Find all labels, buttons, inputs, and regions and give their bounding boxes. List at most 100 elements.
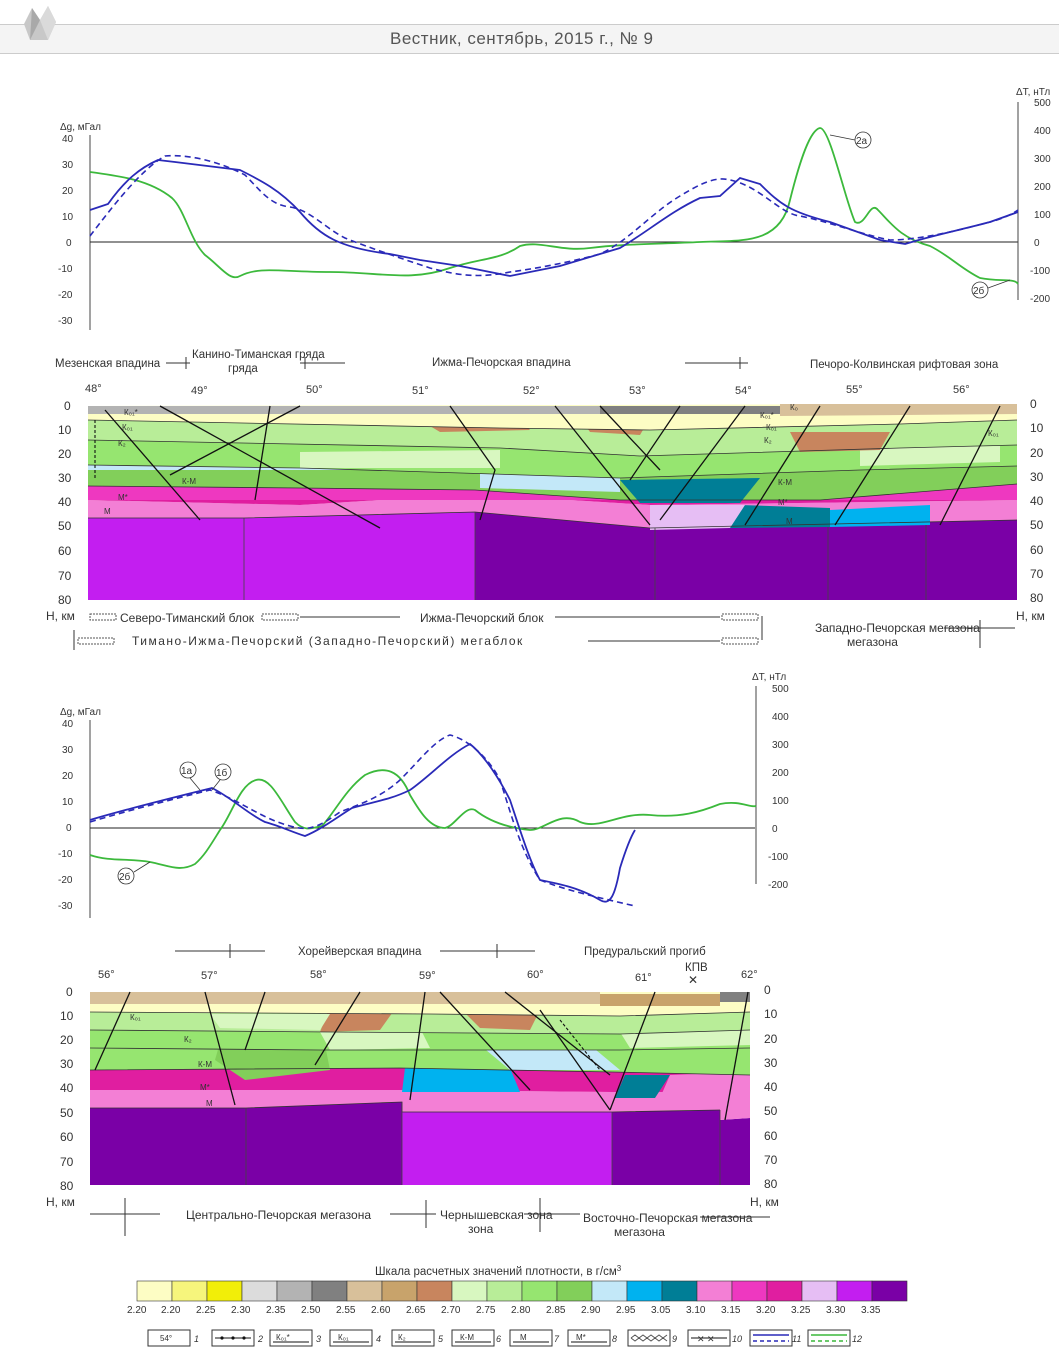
tick-label: 20: [62, 186, 74, 197]
depth-label: 30: [60, 1057, 74, 1071]
top-boundary: [87, 464, 1018, 479]
layer-label: К-М: [778, 478, 792, 487]
top-layer-k01: [88, 420, 1017, 456]
legend-swatch: [136, 1280, 173, 1302]
legend-value: 2.75: [476, 1305, 496, 1316]
longitude: 56°: [953, 384, 970, 396]
top-geologic-section: К₀₁* К₀₁ К₂ К-М М* М К₀ К₀₁* К₀₁ К₂ К-М …: [46, 397, 1045, 623]
tick-label: 300: [772, 740, 789, 751]
longitude: 60°: [527, 969, 544, 981]
bottom-magnetic-curve-1a-solid: [89, 742, 636, 903]
depth-label: 60: [58, 544, 72, 558]
legend-swatch: [276, 1280, 313, 1302]
region-label: Предуральский прогиб: [584, 946, 706, 958]
symbol-sample: К₂: [398, 1333, 406, 1342]
bottom-basement-west: [90, 1108, 246, 1185]
tick-label: 10: [62, 212, 74, 223]
depth-label: 80: [1030, 591, 1044, 605]
longitude: 57°: [201, 970, 218, 982]
depth-label: 80: [60, 1179, 74, 1193]
layer-label: К₀₁: [766, 423, 777, 432]
depth-label: 50: [60, 1106, 74, 1120]
longitude: 59°: [419, 970, 436, 982]
legend-value: 3.20: [756, 1305, 776, 1316]
depth-label: 0: [764, 983, 771, 997]
tick-label: 0: [1034, 238, 1040, 249]
legend-swatch: [381, 1280, 418, 1302]
depth-label: 30: [764, 1056, 778, 1070]
bottom-curve-label-2b: 2б: [117, 861, 151, 885]
curve-label: 1а: [181, 766, 193, 777]
legend-swatch: [731, 1280, 768, 1302]
depth-label: 50: [1030, 518, 1044, 532]
top-depth-ticks-left: 0 10 20 30 40 50 60 70 80: [58, 399, 72, 607]
depth-label: 0: [1030, 397, 1037, 411]
legend-value: 3.30: [826, 1305, 846, 1316]
legend-swatch: [171, 1280, 208, 1302]
tick-label: 400: [772, 712, 789, 723]
top-anomaly-plot: Δg, мГал 40 30 20 10 0 -10 -20 -30 ΔT, н…: [58, 87, 1051, 330]
bottom-basement-purple: [402, 1112, 612, 1185]
legend-swatch: [766, 1280, 803, 1302]
bottom-basement-east2: [720, 1118, 750, 1185]
bottom-anomaly-plot: Δg, мГал 40 30 20 10 0 -10 -20 -30 ΔT, н…: [58, 672, 789, 918]
depth-label: 20: [764, 1032, 778, 1046]
top-block-labels: Северо-Тиманский блок Ижма-Печорский бло…: [73, 611, 1015, 650]
legend-swatch: [556, 1280, 593, 1302]
bottom-gravity-ticks: 40 30 20 10 0 -10 -20 -30: [58, 719, 74, 912]
bottom-fault-dashed: [559, 1019, 601, 1071]
top-magnetic-axis-label: ΔT, нТл: [1016, 87, 1050, 98]
tick-label: -100: [768, 852, 788, 863]
tick-label: -30: [58, 901, 73, 912]
tick-label: 200: [772, 768, 789, 779]
bottom-layer-mstar-teal: [615, 1075, 670, 1098]
tick-label: 100: [1034, 210, 1051, 221]
legend-swatch: [416, 1280, 453, 1302]
top-gravity-curve-2b: [89, 127, 1019, 285]
tick-label: -20: [58, 875, 73, 886]
legend-swatch: [836, 1280, 873, 1302]
legend-swatch: [486, 1280, 523, 1302]
block-label-part: мегазона: [847, 635, 898, 649]
legend-symbol-9: 9: [627, 1329, 677, 1347]
top-layer-km-teal: [620, 478, 760, 503]
depth-label: 0: [64, 399, 71, 413]
block-label: Ижма-Печорский блок: [420, 611, 544, 625]
symbol-sample: М*: [576, 1333, 586, 1342]
legend-swatch: [696, 1280, 733, 1302]
longitude: 53°: [629, 385, 646, 397]
region-label: Мезенская впадина: [55, 358, 161, 370]
bottom-magnetic-ticks: 500 400 300 200 100 0 -100 -200: [768, 684, 789, 891]
top-magnetic-curve-2a-dashed: [89, 154, 1019, 277]
block-label: Центрально-Печорская мегазона: [186, 1208, 371, 1222]
depth-label: 20: [1030, 446, 1044, 460]
legend-symbol-3: К₀₁* 3: [269, 1329, 321, 1347]
top-fault: [744, 405, 821, 526]
layer-label: К-М: [198, 1060, 212, 1069]
longitude: 52°: [523, 385, 540, 397]
symbol-number: 4: [376, 1334, 381, 1344]
tick-label: 20: [62, 771, 74, 782]
legend-value: 2.80: [511, 1305, 531, 1316]
depth-label: 0: [66, 985, 73, 999]
bottom-fault: [609, 991, 656, 1111]
bottom-layer-k2-light: [320, 1028, 430, 1050]
symbol-number: 5: [438, 1334, 444, 1344]
top-layer-k01-brown2: [790, 432, 890, 452]
region-label-part: гряда: [228, 363, 258, 375]
bottom-layer-surface-tan: [90, 992, 600, 1004]
legend-swatch: [871, 1280, 908, 1302]
legend-value: 3.05: [651, 1305, 671, 1316]
bottom-layer-surface-grey: [720, 992, 750, 1002]
block-label: Северо-Тиманский блок: [120, 611, 255, 625]
longitude: 61°: [635, 972, 652, 984]
publisher-logo: [18, 4, 62, 44]
legend-symbol-11: 11: [749, 1329, 801, 1347]
block-label-part: зона: [468, 1222, 494, 1236]
longitude: 58°: [310, 969, 327, 981]
bottom-basement-mid: [246, 1102, 402, 1185]
bottom-magnetic-curve-1a-dashed: [89, 734, 636, 907]
bottom-fault: [204, 991, 236, 1106]
depth-label: 50: [58, 519, 72, 533]
tick-label: 30: [62, 160, 74, 171]
